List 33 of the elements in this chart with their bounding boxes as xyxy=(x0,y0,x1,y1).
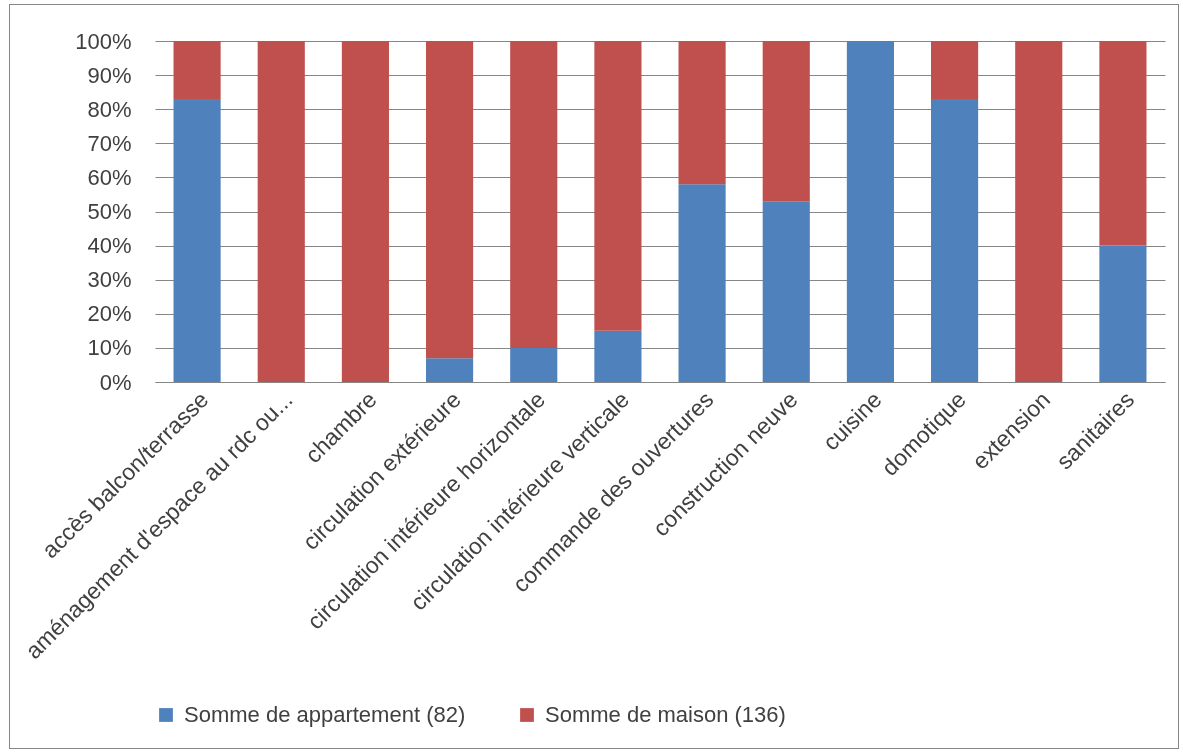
bar xyxy=(762,201,810,382)
bar xyxy=(594,41,642,331)
bar xyxy=(678,184,726,382)
bar xyxy=(510,41,558,348)
bar xyxy=(426,41,474,359)
y-tick-label: 30% xyxy=(87,267,132,293)
y-tick-label: 60% xyxy=(87,164,132,190)
y-tick-label: 50% xyxy=(87,199,132,224)
y-tick-label: 10% xyxy=(87,335,132,361)
bar xyxy=(510,347,558,382)
bar xyxy=(1099,245,1147,382)
bar xyxy=(931,41,979,99)
y-tick-label: 40% xyxy=(87,233,132,259)
bar xyxy=(1015,41,1063,382)
y-tick-label: 20% xyxy=(87,301,132,327)
legend-label: Somme de maison (136) xyxy=(545,702,786,727)
bar xyxy=(594,330,642,382)
bar xyxy=(173,98,221,382)
bar xyxy=(762,41,810,202)
bar xyxy=(1099,41,1147,246)
y-tick-label: 100% xyxy=(75,28,132,54)
bar xyxy=(173,41,221,99)
y-tick-label: 80% xyxy=(87,96,132,122)
legend-label: Somme de appartement (82) xyxy=(184,702,466,727)
bar xyxy=(846,41,894,382)
bar xyxy=(341,41,389,382)
bar xyxy=(426,358,474,382)
y-tick-label: 0% xyxy=(99,369,132,395)
bar xyxy=(257,41,305,382)
y-tick-label: 90% xyxy=(87,62,132,88)
bar xyxy=(931,98,979,382)
bar xyxy=(678,41,726,185)
y-tick-label: 70% xyxy=(87,130,132,156)
